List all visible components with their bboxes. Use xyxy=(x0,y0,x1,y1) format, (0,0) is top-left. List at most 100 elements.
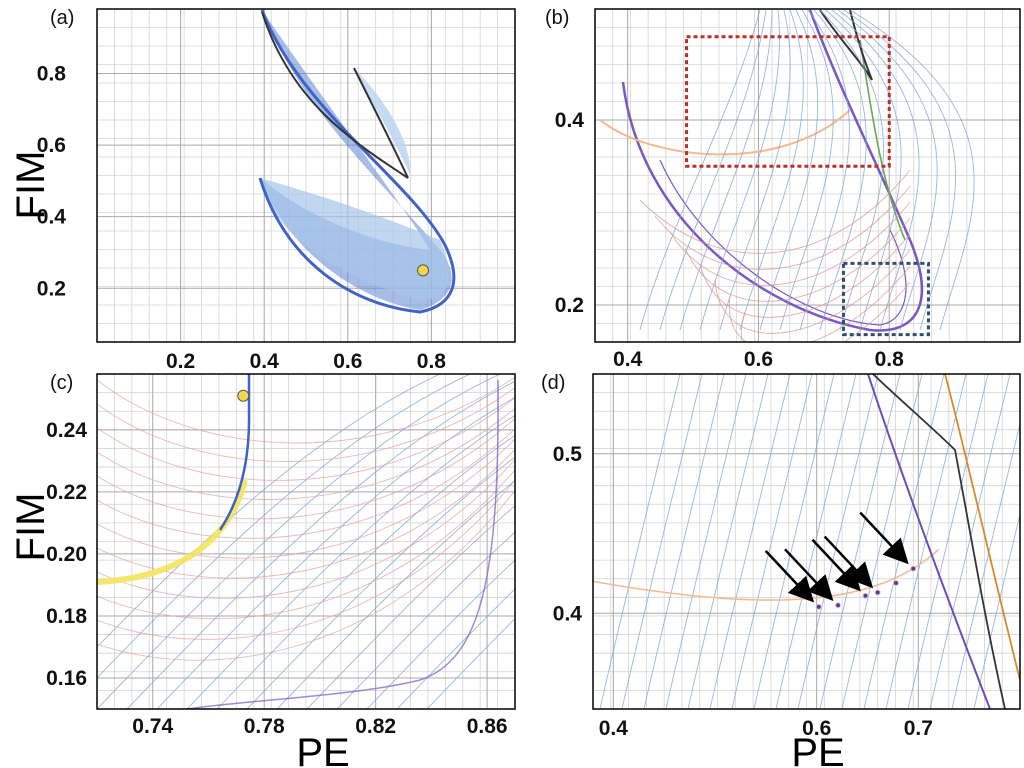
panel-c-red-curve-line xyxy=(97,448,515,579)
panel-d-fan-curve xyxy=(973,512,1020,709)
panel-d-fan-curve xyxy=(599,374,681,709)
panel-a-plot xyxy=(258,9,456,314)
panel-b-fan-curve xyxy=(813,9,867,331)
panel-c-ticks: 0.74 0.78 0.82 0.86 0.16 0.18 0.20 0.22 0.24 xyxy=(46,419,507,738)
panel-b-red-curve xyxy=(740,281,911,342)
panel-a: 0.2 0.4 0.6 0.8 0.2 0.4 0.6 0.8 (a) xyxy=(37,7,516,373)
y-tick-label: 0.4 xyxy=(37,206,67,229)
x-axis-title-d: PE xyxy=(791,731,844,768)
panel-c-blue-curve-line xyxy=(306,505,515,709)
y-tick-label: 0.6 xyxy=(37,134,66,157)
x-tick-label: 0.78 xyxy=(244,715,285,738)
panel-b-ticks: 0.4 0.6 0.8 0.2 0.4 xyxy=(555,109,904,371)
x-tick-label: 0.6 xyxy=(333,350,362,373)
panel-d-orange-arc xyxy=(593,548,940,601)
panel-d-fan-curve xyxy=(907,374,989,709)
panel-d-fan-curve xyxy=(951,421,1020,709)
panel-b-fan-curve xyxy=(825,9,902,331)
y-tick-label: 0.18 xyxy=(46,605,87,628)
panel-d-fan-curve xyxy=(665,374,747,709)
panel-a-blue-curve xyxy=(258,9,456,314)
panel-d-purple-curve xyxy=(867,374,991,709)
x-tick-label: 0.4 xyxy=(599,717,629,740)
panel-b-fan-curve xyxy=(659,9,767,331)
panel-c-blue-curve-line xyxy=(366,559,515,709)
panel-b-fan-curve xyxy=(819,9,884,331)
y-tick-label: 0.4 xyxy=(555,109,585,132)
panel-c-blue-curve-line xyxy=(246,456,515,709)
panel-d-fan-curve xyxy=(885,374,967,709)
panel-d-arrow xyxy=(859,511,909,565)
panel-b-fan-curve xyxy=(759,9,819,331)
panel-c-blue-curve-line xyxy=(97,374,501,709)
panel-b-frame xyxy=(594,8,1021,343)
y-tick-label: 0.24 xyxy=(46,419,87,442)
panel-c-blue-curve-line xyxy=(216,434,515,709)
panel-a-ticks: 0.2 0.4 0.6 0.8 0.2 0.4 0.6 0.8 xyxy=(37,62,447,373)
panel-b-fan-curve xyxy=(639,9,761,331)
panel-a-dark-curve xyxy=(261,11,409,179)
panel-b-plot xyxy=(599,9,975,342)
x-tick-label: 0.4 xyxy=(250,350,280,373)
panel-b-purple-loop xyxy=(621,9,924,332)
panel-d-label: (d) xyxy=(541,372,565,394)
y-axis-title-bottom: FIM xyxy=(9,493,53,562)
panel-c-red-curve-line xyxy=(97,376,515,444)
panel-d-orange-curve xyxy=(944,374,1020,681)
panel-b-inner-loop xyxy=(659,159,907,326)
panel-b-red-curve xyxy=(684,217,911,302)
panel-d-arrows xyxy=(764,511,909,603)
y-tick-label: 0.2 xyxy=(555,294,584,317)
panel-c-blue-curve-line xyxy=(156,396,515,709)
panel-d-grid xyxy=(593,374,1020,709)
panel-d: 0.4 0.6 0.7 0.4 0.5 (d) xyxy=(541,372,1021,740)
panel-d-point xyxy=(815,603,822,610)
x-tick-label: 0.6 xyxy=(802,717,831,740)
panel-b-fan-curve xyxy=(799,9,850,331)
panel-c-red-curve-line xyxy=(97,427,515,539)
x-tick-label: 0.4 xyxy=(613,348,643,371)
panel-b-fan-curve xyxy=(699,9,780,331)
panel-b-red-curve xyxy=(728,265,911,342)
panel-b-fan-curve xyxy=(739,9,804,331)
panel-d-point xyxy=(862,592,869,599)
panel-d-point xyxy=(892,579,899,586)
panel-c-blue-curve-line xyxy=(396,588,515,709)
y-tick-label: 0.16 xyxy=(46,667,87,690)
panel-c-red-curve-line xyxy=(97,438,515,559)
panel-c-blue-curve-line xyxy=(97,374,471,679)
panel-b-blue-highlight-box xyxy=(841,261,930,337)
panel-d-frame xyxy=(592,373,1021,710)
panel-c-plot xyxy=(97,374,515,709)
panel-d-fan-curve xyxy=(687,374,769,709)
panel-c-frame xyxy=(96,373,516,710)
panel-b-fan-curve xyxy=(831,9,920,331)
panel-c-envelope xyxy=(181,379,499,709)
panel-b-blue-fan xyxy=(639,9,975,331)
panel-d-fan-curve xyxy=(621,374,703,709)
panel-c-red-curve-line xyxy=(97,458,515,599)
panel-b-fan-curve xyxy=(849,9,975,331)
x-axis-title-c: PE xyxy=(296,731,349,768)
panel-d-points xyxy=(815,565,917,610)
x-tick-label: 0.6 xyxy=(744,348,773,371)
panel-c-label: (c) xyxy=(50,372,73,394)
x-tick-label: 0.82 xyxy=(355,715,396,738)
panel-c-blue-curve-line xyxy=(276,480,515,709)
panel-b-red-curve xyxy=(714,249,911,334)
panel-d-blue-fan xyxy=(599,374,1020,709)
x-tick-label: 0.74 xyxy=(132,715,173,738)
panel-d-arrow xyxy=(764,550,815,603)
panel-d-plot xyxy=(593,374,1020,709)
panel-c-red-curve-line xyxy=(97,469,515,620)
panel-c-blue-curve-line xyxy=(336,531,515,709)
y-axis-title-top: FIM xyxy=(9,151,53,220)
panel-d-fan-curve xyxy=(841,374,923,709)
panel-c-red-curve-line xyxy=(97,407,515,500)
panel-b-red-highlight-box xyxy=(685,35,891,168)
panel-d-fan-curve xyxy=(863,374,945,709)
y-tick-label: 0.20 xyxy=(46,543,87,566)
panel-d-fan-curve xyxy=(709,374,791,709)
panel-b: 0.4 0.6 0.8 0.2 0.4 (b) xyxy=(545,7,1021,371)
